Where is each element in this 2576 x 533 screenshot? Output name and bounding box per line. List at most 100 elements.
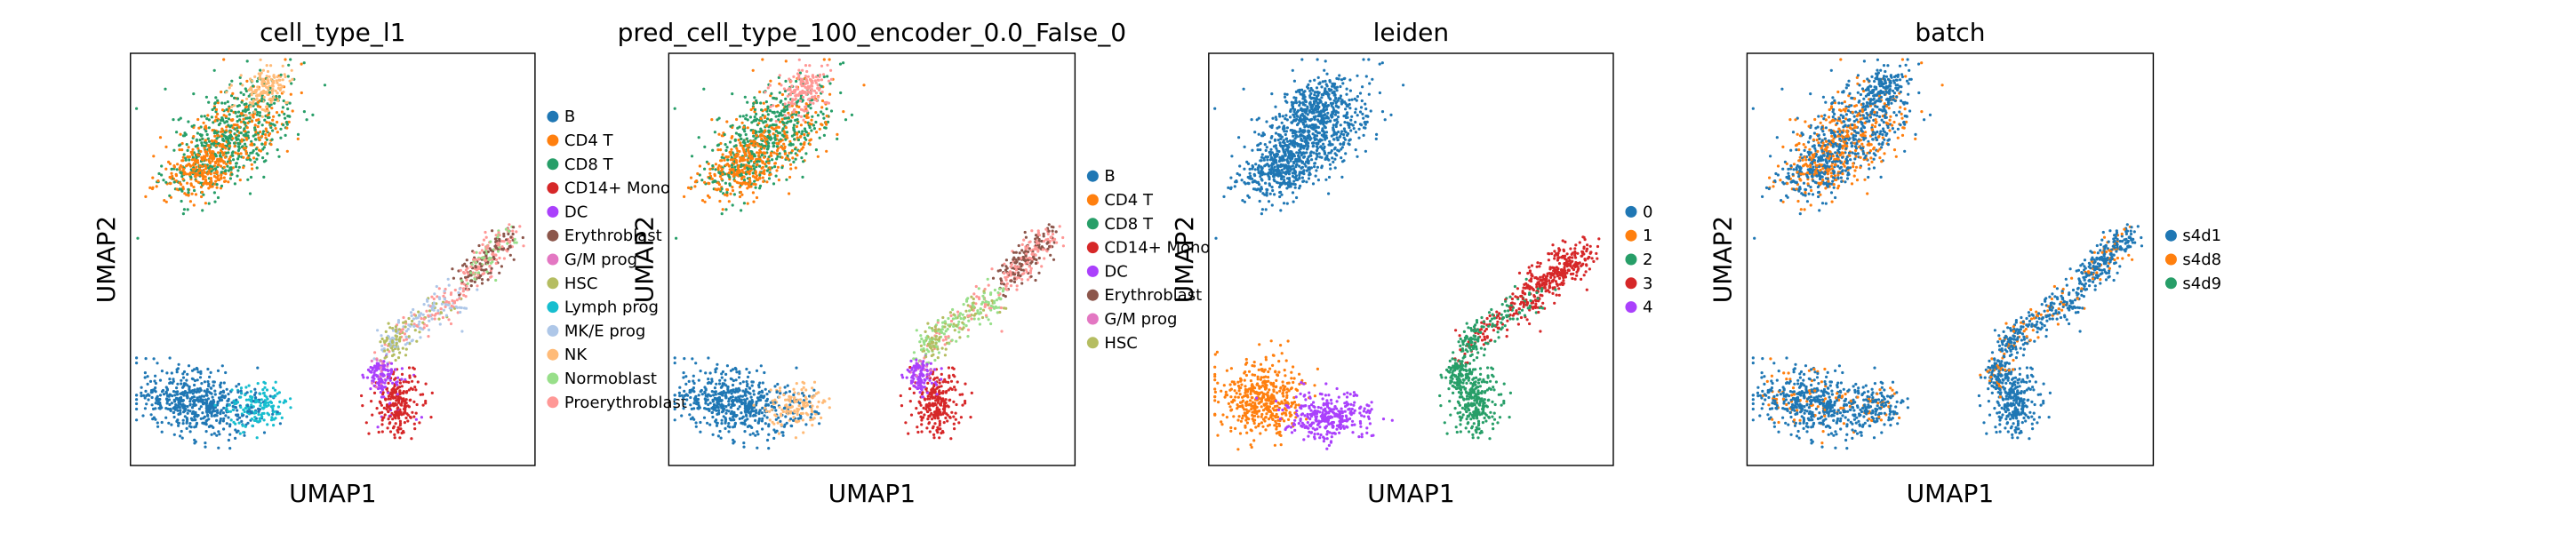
scatter-point <box>694 394 698 398</box>
scatter-point <box>253 387 257 391</box>
scatter-point <box>220 381 223 385</box>
scatter-point <box>381 391 385 394</box>
scatter-point <box>228 403 231 407</box>
scatter-point <box>220 117 224 121</box>
scatter-point <box>203 415 206 418</box>
scatter-point <box>155 185 158 188</box>
scatter-point <box>175 131 179 134</box>
scatter-point <box>144 195 148 198</box>
scatter-point <box>291 77 294 81</box>
scatter-point <box>756 151 759 155</box>
scatter-point <box>509 235 513 239</box>
scatter-point <box>200 382 204 386</box>
scatter-point <box>153 389 156 393</box>
scatter-point <box>195 423 198 426</box>
scatter-point <box>204 393 209 397</box>
scatter-point <box>752 389 756 393</box>
scatter-point <box>136 236 140 240</box>
legend-label: CD14+ Mono <box>564 179 670 198</box>
scatter-point <box>191 155 195 159</box>
scatter-point <box>370 400 373 403</box>
scatter-point <box>196 153 199 156</box>
scatter-point <box>825 115 828 118</box>
scatter-point <box>741 380 745 384</box>
scatter-point <box>799 134 803 139</box>
scatter-point <box>253 128 257 131</box>
scatter-point <box>694 425 698 428</box>
scatter-point <box>421 321 425 324</box>
scatter-point <box>263 381 267 385</box>
scatter-point <box>244 393 247 397</box>
scatter-point <box>720 134 724 138</box>
scatter-point <box>296 137 300 140</box>
scatter-point <box>196 368 199 371</box>
scatter-point <box>703 407 707 410</box>
scatter-point <box>215 119 219 123</box>
scatter-point <box>785 131 789 134</box>
scatter-point <box>768 418 772 422</box>
scatter-point <box>224 147 228 150</box>
scatter-point <box>222 417 226 420</box>
scatter-point <box>718 175 723 179</box>
scatter-point <box>269 64 273 68</box>
scatter-point <box>720 422 724 426</box>
scatter-point <box>256 366 260 370</box>
scatter-point <box>158 378 163 382</box>
scatter-point <box>695 179 699 183</box>
scatter-point <box>717 392 721 395</box>
scatter-point <box>178 181 181 185</box>
scatter-point <box>774 119 778 123</box>
scatter-point <box>736 407 740 410</box>
scatter-point <box>792 123 796 127</box>
scatter-point <box>769 79 772 83</box>
scatter-point <box>473 277 476 281</box>
scatter-point <box>387 397 390 401</box>
scatter-point <box>266 423 269 426</box>
scatter-point <box>775 134 780 138</box>
scatter-point <box>233 104 236 107</box>
scatter-point <box>214 179 218 183</box>
scatter-point <box>718 429 722 434</box>
scatter-point <box>245 97 249 100</box>
scatter-point <box>762 170 766 173</box>
scatter-point <box>195 138 198 141</box>
scatter-point <box>512 226 516 229</box>
scatter-point <box>775 429 779 433</box>
scatter-point <box>943 325 947 329</box>
scatter-point <box>213 167 218 171</box>
scatter-point <box>796 154 799 157</box>
scatter-point <box>753 179 756 183</box>
scatter-point <box>281 106 284 109</box>
scatter-point <box>820 64 824 68</box>
scatter-point <box>168 162 172 165</box>
scatter-point <box>485 270 489 274</box>
scatter-point <box>185 193 188 196</box>
scatter-point <box>228 433 232 436</box>
scatter-point <box>500 245 504 249</box>
scatter-point <box>479 274 483 278</box>
scatter-point <box>814 148 819 152</box>
scatter-point <box>976 309 980 313</box>
scatter-point <box>952 324 956 328</box>
scatter-point <box>172 164 176 168</box>
scatter-point <box>767 447 771 450</box>
scatter-point <box>413 329 417 332</box>
scatter-point <box>284 116 287 120</box>
scatter-point <box>799 123 804 127</box>
scatter-point <box>795 124 799 129</box>
scatter-point <box>278 78 282 82</box>
scatter-point <box>237 421 241 425</box>
scatter-point <box>197 407 201 410</box>
scatter-point <box>414 388 418 392</box>
scatter-point <box>388 407 392 411</box>
scatter-point <box>948 324 952 328</box>
scatter-point <box>424 402 428 405</box>
scatter-point <box>262 418 266 422</box>
scatter-point <box>284 133 287 137</box>
scatter-point <box>240 419 244 423</box>
scatter-point <box>383 381 387 385</box>
scatter-point <box>766 134 770 139</box>
scatter-point <box>957 330 961 334</box>
scatter-point <box>258 76 261 79</box>
scatter-point <box>412 415 416 418</box>
